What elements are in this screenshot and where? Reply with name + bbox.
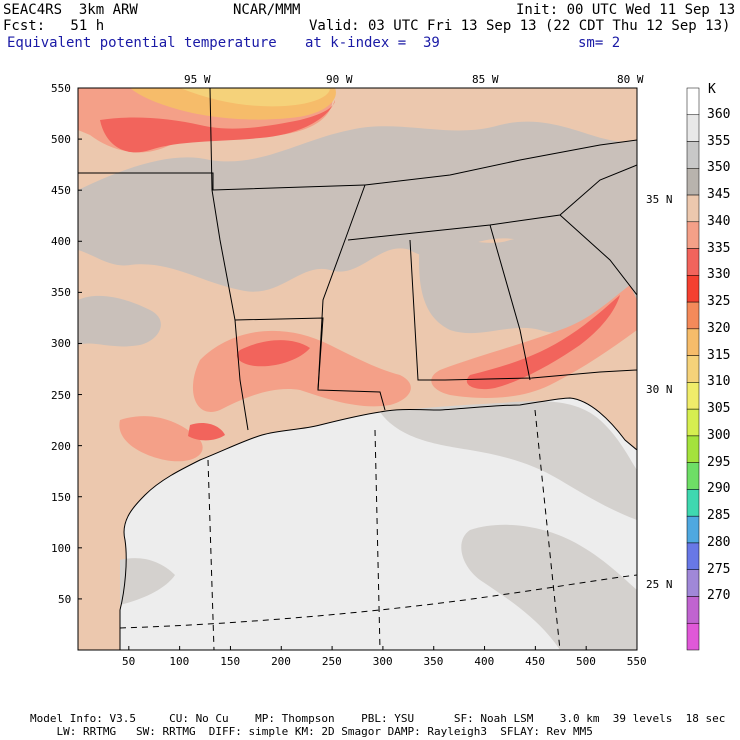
x-tick-label: 100 bbox=[169, 655, 190, 668]
x-tick-label: 500 bbox=[575, 655, 596, 668]
colorbar-label: 270 bbox=[707, 588, 731, 604]
x-tick-label: 200 bbox=[271, 655, 291, 668]
colorbar-label: 355 bbox=[707, 133, 731, 149]
field-name: Equivalent potential temperature bbox=[7, 35, 277, 51]
smoothing-info: sm= 2 bbox=[578, 35, 621, 51]
lon-label-85w: 85 W bbox=[472, 73, 499, 86]
state-borders bbox=[78, 88, 637, 431]
init-time: Init: 00 UTC Wed 11 Sep 13 bbox=[516, 2, 736, 18]
colorbar-swatch bbox=[686, 515, 700, 544]
colorbar-swatch bbox=[686, 301, 700, 330]
hot-band-north bbox=[100, 100, 335, 153]
x-tick-label: 350 bbox=[423, 655, 444, 668]
y-tick-label: 250 bbox=[51, 388, 71, 402]
colorbar-swatch bbox=[686, 489, 700, 517]
sea-warm-west bbox=[120, 558, 175, 605]
colorbar-swatch bbox=[686, 569, 700, 597]
colorbar-swatch bbox=[686, 435, 700, 463]
valid-time: Valid: 03 UTC Fri 13 Sep 13 (22 CDT Thu … bbox=[309, 18, 731, 34]
x-tick-label: 550 bbox=[626, 655, 647, 668]
lon-label-90w: 90 W bbox=[326, 73, 353, 86]
x-tick-label: 300 bbox=[372, 655, 393, 668]
x-tick-label: 450 bbox=[525, 655, 546, 668]
y-tick-label: 400 bbox=[51, 235, 71, 249]
sea-warm-east bbox=[380, 401, 637, 520]
plot-frame bbox=[77, 87, 638, 651]
colorbar-swatch bbox=[686, 87, 700, 116]
colorbar-label: 300 bbox=[707, 427, 731, 443]
x-tick-label: 250 bbox=[321, 655, 342, 668]
colorbar bbox=[686, 87, 700, 651]
y-tick-label: 300 bbox=[51, 337, 71, 351]
colorbar-label: 340 bbox=[707, 213, 731, 229]
model-title: SEAC4RS 3km ARW bbox=[3, 2, 138, 18]
colorbar-swatch bbox=[686, 462, 700, 490]
peak-core-north bbox=[180, 88, 330, 107]
colorbar-label: 275 bbox=[707, 561, 731, 577]
colorbar-label: 280 bbox=[707, 534, 731, 550]
colorbar-swatch bbox=[686, 355, 700, 383]
lat-label-35n: 35 N bbox=[646, 193, 673, 206]
colorbar-label: 285 bbox=[707, 508, 731, 524]
colorbar-swatch bbox=[686, 408, 700, 437]
graticule bbox=[119, 409, 637, 650]
forecast-hour: Fcst: 51 h bbox=[3, 18, 105, 34]
colorbar-label: 335 bbox=[707, 240, 731, 256]
colorbar-swatch bbox=[686, 622, 700, 651]
colorbar-label: 345 bbox=[707, 187, 731, 203]
footer-model-info-2: LW: RRTMG SW: RRTMG DIFF: simple KM: 2D … bbox=[30, 725, 593, 738]
hot-band-southeast bbox=[466, 295, 620, 390]
colorbar-label: 290 bbox=[707, 481, 731, 497]
axis-ticks bbox=[78, 87, 638, 650]
lon-label-80w: 80 W bbox=[617, 73, 644, 86]
y-tick-label: 150 bbox=[51, 490, 71, 504]
map-field bbox=[78, 88, 637, 650]
footer-model-info: Model Info: V3.5 CU: No Cu MP: Thompson … bbox=[30, 712, 726, 725]
colorbar-label: 295 bbox=[707, 454, 731, 470]
lon-label-95w: 95 W bbox=[184, 73, 211, 86]
x-tick-label: 150 bbox=[220, 655, 241, 668]
hot-spot-texas bbox=[188, 423, 225, 441]
coastline bbox=[119, 397, 637, 650]
y-tick-label: 500 bbox=[51, 133, 71, 147]
colorbar-label: 305 bbox=[707, 401, 731, 417]
lat-label-25n: 25 N bbox=[646, 578, 673, 591]
colorbar-swatch bbox=[686, 114, 700, 142]
colorbar-label: 315 bbox=[707, 347, 731, 363]
lat-label-30n: 30 N bbox=[646, 383, 673, 396]
colorbar-swatch bbox=[686, 542, 700, 570]
y-tick-label: 450 bbox=[51, 184, 71, 198]
colorbar-swatch bbox=[686, 168, 700, 196]
y-tick-label: 50 bbox=[58, 592, 72, 606]
colorbar-label: 320 bbox=[707, 320, 731, 336]
y-tick-label: 100 bbox=[51, 541, 71, 555]
colorbar-swatch bbox=[686, 248, 700, 276]
x-tick-label: 400 bbox=[474, 655, 495, 668]
colorbar-swatch bbox=[686, 596, 700, 624]
warm-band-texas bbox=[119, 416, 203, 462]
colorbar-unit: K bbox=[708, 82, 716, 97]
cool-region-texas bbox=[78, 295, 161, 347]
colorbar-label: 325 bbox=[707, 294, 731, 310]
colorbar-swatch bbox=[686, 194, 700, 223]
colorbar-label: 330 bbox=[707, 267, 731, 283]
hot-band-louisiana bbox=[236, 340, 310, 367]
colorbar-label: 350 bbox=[707, 160, 731, 176]
level-info: at k-index = 39 bbox=[305, 35, 440, 51]
y-tick-label: 350 bbox=[51, 286, 71, 300]
warm-band-southeast bbox=[431, 285, 637, 398]
colorbar-swatch bbox=[686, 328, 700, 356]
org-label: NCAR/MMM bbox=[233, 2, 301, 18]
x-tick-label: 50 bbox=[122, 655, 136, 668]
y-tick-label: 200 bbox=[51, 439, 71, 453]
colorbar-swatch bbox=[686, 382, 700, 410]
colorbar-swatch bbox=[686, 275, 700, 303]
colorbar-swatch bbox=[686, 221, 700, 249]
y-tick-label: 550 bbox=[51, 82, 71, 95]
colorbar-label: 310 bbox=[707, 374, 731, 390]
colorbar-label: 360 bbox=[707, 106, 731, 122]
colorbar-swatch bbox=[686, 141, 700, 169]
cool-region-east bbox=[419, 237, 637, 334]
